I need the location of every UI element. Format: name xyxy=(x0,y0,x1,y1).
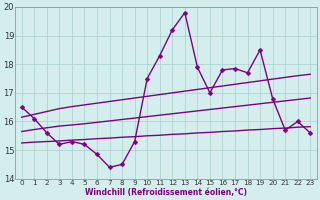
X-axis label: Windchill (Refroidissement éolien,°C): Windchill (Refroidissement éolien,°C) xyxy=(85,188,247,197)
